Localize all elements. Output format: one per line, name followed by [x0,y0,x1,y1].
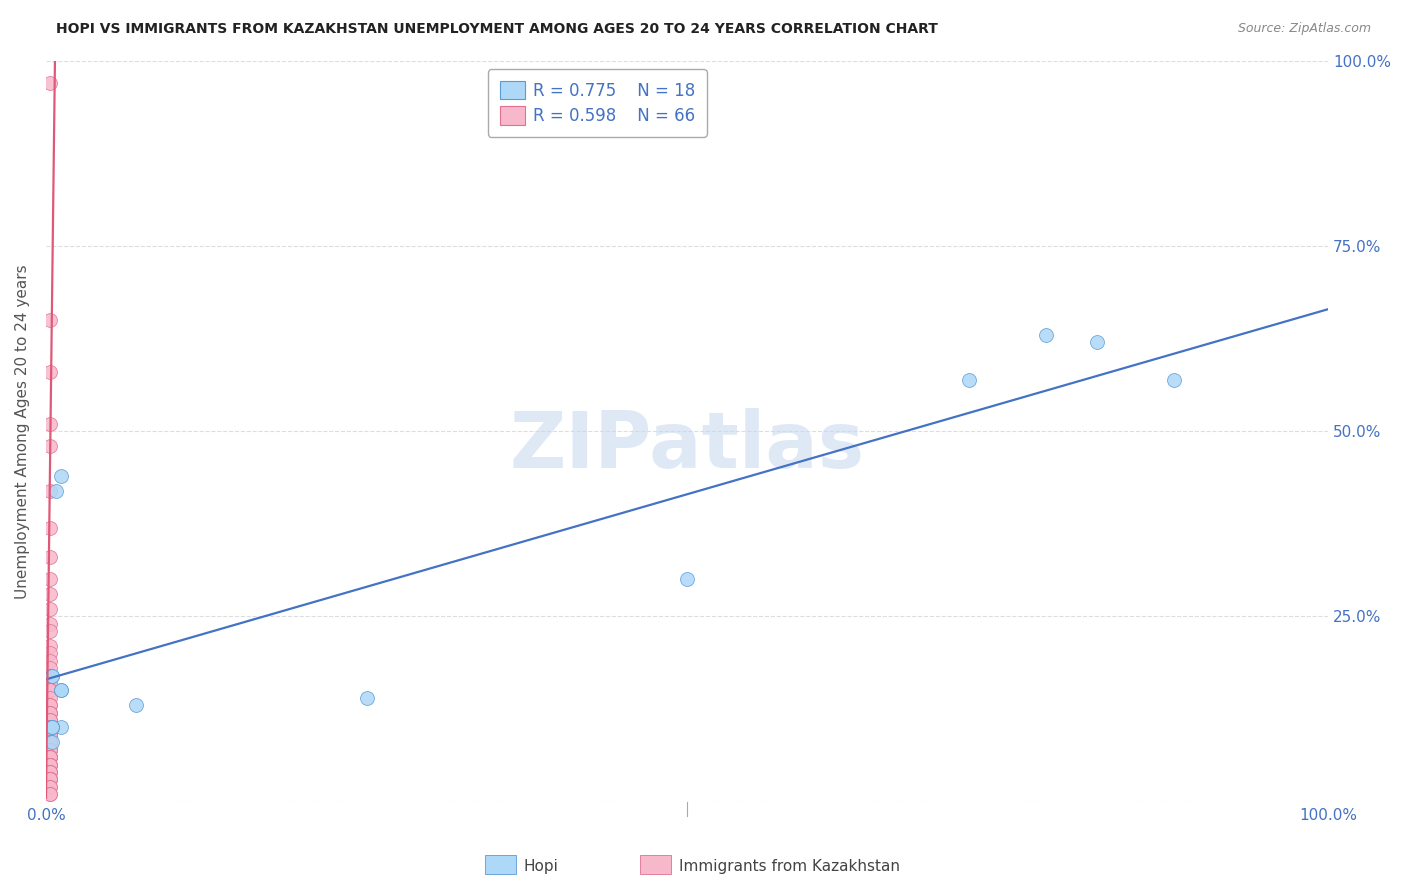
Text: Source: ZipAtlas.com: Source: ZipAtlas.com [1237,22,1371,36]
Point [38,706,60,720]
Point [38,772,60,787]
Point [41,735,63,749]
Point [957,372,980,386]
Point [38,698,60,713]
Point [38,713,60,727]
Point [51,683,73,698]
Point [676,573,699,587]
Point [38,728,60,742]
Point [38,76,60,90]
Point [38,764,60,779]
Point [38,787,60,801]
Point [38,683,60,698]
Text: ZIPatlas: ZIPatlas [509,409,865,484]
Point [38,661,60,675]
Point [38,750,60,764]
Point [38,550,60,565]
Point [38,772,60,787]
Y-axis label: Unemployment Among Ages 20 to 24 years: Unemployment Among Ages 20 to 24 years [15,264,30,599]
Text: HOPI VS IMMIGRANTS FROM KAZAKHSTAN UNEMPLOYMENT AMONG AGES 20 TO 24 YEARS CORREL: HOPI VS IMMIGRANTS FROM KAZAKHSTAN UNEMP… [56,22,938,37]
Point [38,772,60,787]
Point [38,750,60,764]
Point [41,668,63,682]
Point [38,698,60,713]
Point [38,483,60,498]
Point [38,520,60,534]
Point [38,417,60,431]
Point [38,728,60,742]
Point [38,764,60,779]
Text: Immigrants from Kazakhstan: Immigrants from Kazakhstan [679,859,900,873]
Point [38,728,60,742]
Point [38,721,60,735]
Text: Hopi: Hopi [523,859,558,873]
Point [38,587,60,601]
Point [38,713,60,727]
Point [38,757,60,772]
Point [38,683,60,698]
Point [38,780,60,794]
Point [1085,335,1108,350]
Point [38,735,60,749]
Point [51,721,73,735]
Point [38,772,60,787]
Legend: R = 0.775    N = 18, R = 0.598    N = 66: R = 0.775 N = 18, R = 0.598 N = 66 [488,70,707,136]
Point [38,721,60,735]
Point [38,676,60,690]
Point [38,721,60,735]
Point [38,757,60,772]
Point [38,757,60,772]
Point [41,721,63,735]
Point [38,668,60,682]
Point [38,721,60,735]
Point [51,468,73,483]
Point [356,690,378,705]
Point [38,439,60,453]
Point [38,654,60,668]
Point [38,602,60,616]
Point [38,787,60,801]
Point [38,742,60,756]
Point [38,706,60,720]
Point [38,735,60,749]
Point [1163,372,1185,386]
Point [38,750,60,764]
Point [38,616,60,631]
Point [38,750,60,764]
Point [45,483,67,498]
Point [38,764,60,779]
Point [38,750,60,764]
Point [38,365,60,379]
Point [41,721,63,735]
Point [41,721,63,735]
Point [38,757,60,772]
Point [38,313,60,327]
Point [1035,328,1057,343]
Point [38,742,60,756]
Point [38,624,60,639]
Point [38,573,60,587]
Point [38,735,60,749]
Point [51,683,73,698]
Point [38,780,60,794]
Point [38,639,60,653]
Point [38,706,60,720]
Point [38,742,60,756]
Point [38,647,60,661]
Point [41,668,63,682]
Point [38,721,60,735]
Point [38,735,60,749]
Point [38,735,60,749]
Point [125,698,148,713]
Point [38,772,60,787]
Point [38,690,60,705]
